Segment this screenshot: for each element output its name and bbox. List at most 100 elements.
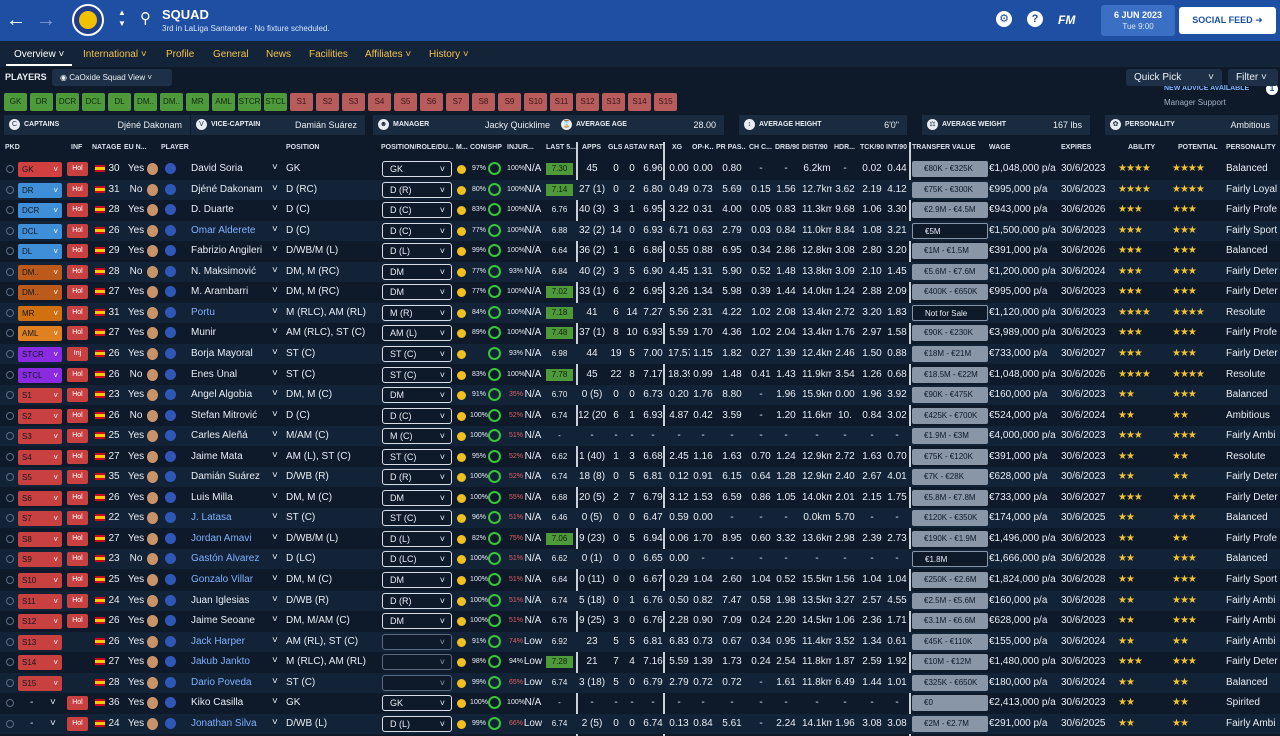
position-button-dm[interactable]: DM.. xyxy=(134,93,157,111)
player-name[interactable]: Dario Poveda xyxy=(191,676,252,688)
role-dropdown[interactable]: D (C) ˅ xyxy=(382,202,452,219)
chevron-down-icon[interactable]: ˅ xyxy=(272,655,278,667)
role-dropdown[interactable]: ˅ xyxy=(382,633,452,650)
selection-position-tag[interactable]: MR ˅ xyxy=(18,305,62,321)
player-name[interactable]: N. Maksimović xyxy=(191,265,257,277)
transfer-value-button[interactable]: €5.8M - €7.8M xyxy=(912,489,988,506)
table-row[interactable]: S1 ˅ Hol DM ˅ 6.70 23 Yes Ángel Algobia DM, M (C)… xyxy=(0,385,1280,406)
table-row[interactable]: STCL ˅ Hol ST (C) ˅ 7.78 26 No Enes Ünal ST (C) 83… xyxy=(0,365,1280,385)
transfer-value-button[interactable]: €5.6M - €7.6M xyxy=(912,263,988,280)
selection-position-tag[interactable]: S12 ˅ xyxy=(18,614,62,630)
player-name[interactable]: Juan Iglesias xyxy=(191,594,250,606)
position-button-s14[interactable]: S14 xyxy=(628,93,651,111)
pick-checkbox[interactable] xyxy=(6,555,14,564)
position-button-mr[interactable]: MR xyxy=(186,93,209,111)
transfer-value-button[interactable]: €18.5M - €22M xyxy=(912,366,988,383)
chevron-down-icon[interactable]: ˅ xyxy=(272,593,278,605)
pick-checkbox[interactable] xyxy=(6,596,14,605)
table-row[interactable]: S12 ˅ Hol DM ˅ 6.76 26 Yes Jaime Seoane DM, M/AM … xyxy=(0,611,1280,631)
pick-checkbox[interactable] xyxy=(6,411,14,420)
transfer-value-button[interactable]: €2M - €2.7M xyxy=(912,715,988,732)
transfer-value-button[interactable]: €1.8M xyxy=(912,551,988,568)
selection-position-tag[interactable]: GK ˅ xyxy=(18,162,62,177)
captain-info[interactable]: C CAPTAINS Djéné Dakonam xyxy=(4,115,190,135)
pick-checkbox[interactable] xyxy=(6,678,14,687)
player-name[interactable]: M. Arambarri xyxy=(191,286,249,298)
column-header-expires[interactable]: EXPIRES xyxy=(1061,144,1092,151)
table-row[interactable]: S14 ˅ ˅ 7.28 27 Yes Jakub Jankto M (RLC), AM (R… xyxy=(0,652,1280,672)
role-dropdown[interactable]: ST (C) ˅ xyxy=(382,448,452,465)
chevron-down-icon[interactable]: ˅ xyxy=(272,552,278,564)
position-button-s11[interactable]: S11 xyxy=(550,93,573,111)
player-name[interactable]: Jonathan Silva xyxy=(191,717,257,729)
selection-position-tag[interactable]: S3 ˅ xyxy=(18,429,62,445)
pick-checkbox[interactable] xyxy=(6,576,14,584)
table-row[interactable]: DCR ˅ Hol D (C) ˅ 6.76 28 Yes D. Duarte D (C) 83% 1… xyxy=(0,200,1280,220)
player-name[interactable]: Jack Harper xyxy=(191,635,245,647)
role-dropdown[interactable]: D (L) ˅ xyxy=(382,243,452,260)
position-button-s2[interactable]: S2 xyxy=(316,93,339,111)
player-name[interactable]: David Soria xyxy=(191,163,243,174)
transfer-value-button[interactable]: €10M - €12M xyxy=(912,654,988,671)
column-header-op-k[interactable]: OP-K... xyxy=(692,144,714,151)
position-button-s13[interactable]: S13 xyxy=(602,93,625,111)
table-row[interactable]: MR ˅ Hol M (R) ˅ 7.18 31 Yes Portu M (RLC), AM (R… xyxy=(0,302,1280,323)
chevron-down-icon[interactable]: ˅ xyxy=(272,182,278,194)
column-header-personality[interactable]: PERSONALITY xyxy=(1226,144,1276,151)
chevron-down-icon[interactable]: ˅ xyxy=(272,162,278,173)
transfer-value-button[interactable]: €2.9M - €4.5M xyxy=(912,202,988,219)
pick-checkbox[interactable] xyxy=(6,165,14,173)
pick-checkbox[interactable] xyxy=(6,452,14,461)
pick-checkbox[interactable] xyxy=(6,658,14,667)
table-row[interactable]: - ˅ Hol D (L) ˅ 6.74 24 Yes Jonathan Silva D/WB (… xyxy=(0,713,1280,734)
chevron-down-icon[interactable]: ˅ xyxy=(272,573,278,584)
position-button-stcr[interactable]: STCR xyxy=(238,93,261,111)
pick-checkbox[interactable] xyxy=(6,206,14,215)
chevron-down-icon[interactable]: ˅ xyxy=(272,367,278,379)
table-row[interactable]: S10 ˅ Hol DM ˅ 6.64 25 Yes Gonzalo Villar DM, M (… xyxy=(0,570,1280,590)
transfer-value-button[interactable]: €325K - €650K xyxy=(912,674,988,691)
tab-international[interactable]: International ˅ xyxy=(83,49,147,60)
chevron-down-icon[interactable]: ˅ xyxy=(272,470,278,482)
pick-checkbox[interactable] xyxy=(6,719,14,728)
position-button-s9[interactable]: S9 xyxy=(498,93,521,111)
table-row[interactable]: S7 ˅ Hol ST (C) ˅ 6.46 22 Yes J. Latasa ST (C) 96%… xyxy=(0,508,1280,529)
player-name[interactable]: Stefan Mitrović xyxy=(191,409,258,421)
view-selector[interactable]: ◉ CaOxide Squad View ˅ xyxy=(52,69,172,86)
transfer-value-button[interactable]: €45K - €110K xyxy=(912,633,988,650)
role-dropdown[interactable]: D (L) ˅ xyxy=(382,530,452,547)
selection-position-tag[interactable]: DM.. ˅ xyxy=(18,264,62,280)
arrow-left-icon[interactable]: ← xyxy=(6,9,26,31)
chevron-down-icon[interactable]: ˅ xyxy=(272,244,278,256)
pick-checkbox[interactable] xyxy=(6,226,14,235)
pick-checkbox[interactable] xyxy=(6,493,14,502)
role-dropdown[interactable]: D (R) ˅ xyxy=(382,181,452,198)
position-button-s8[interactable]: S8 xyxy=(472,93,495,111)
player-name[interactable]: Kiko Casilla xyxy=(191,697,244,709)
position-button-s12[interactable]: S12 xyxy=(576,93,599,111)
table-row[interactable]: S3 ˅ Hol M (C) ˅ - 25 Yes Carles Aleñá M/AM (C) 10… xyxy=(0,426,1280,447)
table-row[interactable]: DCL ˅ Hol D (C) ˅ 6.88 26 Yes Omar Alderete D (C)… xyxy=(0,220,1280,241)
selection-position-tag[interactable]: - xyxy=(30,697,34,709)
selection-position-tag[interactable]: - xyxy=(30,717,34,729)
column-header-xg[interactable]: XG xyxy=(672,144,683,151)
column-header-hdr[interactable]: HDR... xyxy=(834,144,855,151)
player-name[interactable]: J. Latasa xyxy=(191,512,232,524)
position-button-s4[interactable]: S4 xyxy=(368,93,391,111)
role-dropdown[interactable]: M (R) ˅ xyxy=(382,304,452,321)
selection-position-tag[interactable]: S4 ˅ xyxy=(18,449,62,465)
transfer-value-button[interactable]: €7K - €28K xyxy=(912,469,988,486)
column-header-player[interactable]: PLAYER xyxy=(161,144,189,151)
column-header-ability[interactable]: ABILITY xyxy=(1128,144,1156,151)
role-dropdown[interactable]: D (R) ˅ xyxy=(382,592,452,609)
pick-checkbox[interactable] xyxy=(6,267,14,276)
player-name[interactable]: D. Duarte xyxy=(191,204,234,216)
tab-affiliates[interactable]: Affiliates ˅ xyxy=(365,49,412,60)
selection-position-tag[interactable]: DR ˅ xyxy=(18,182,62,198)
column-header-pr-pas[interactable]: PR PAS... xyxy=(716,144,746,151)
player-name[interactable]: Carles Aleñá xyxy=(191,430,248,442)
help-icon[interactable]: ? xyxy=(1027,11,1043,27)
position-button-s6[interactable]: S6 xyxy=(420,93,443,111)
role-dropdown[interactable]: DM ˅ xyxy=(382,572,452,588)
pick-checkbox[interactable] xyxy=(6,288,14,297)
